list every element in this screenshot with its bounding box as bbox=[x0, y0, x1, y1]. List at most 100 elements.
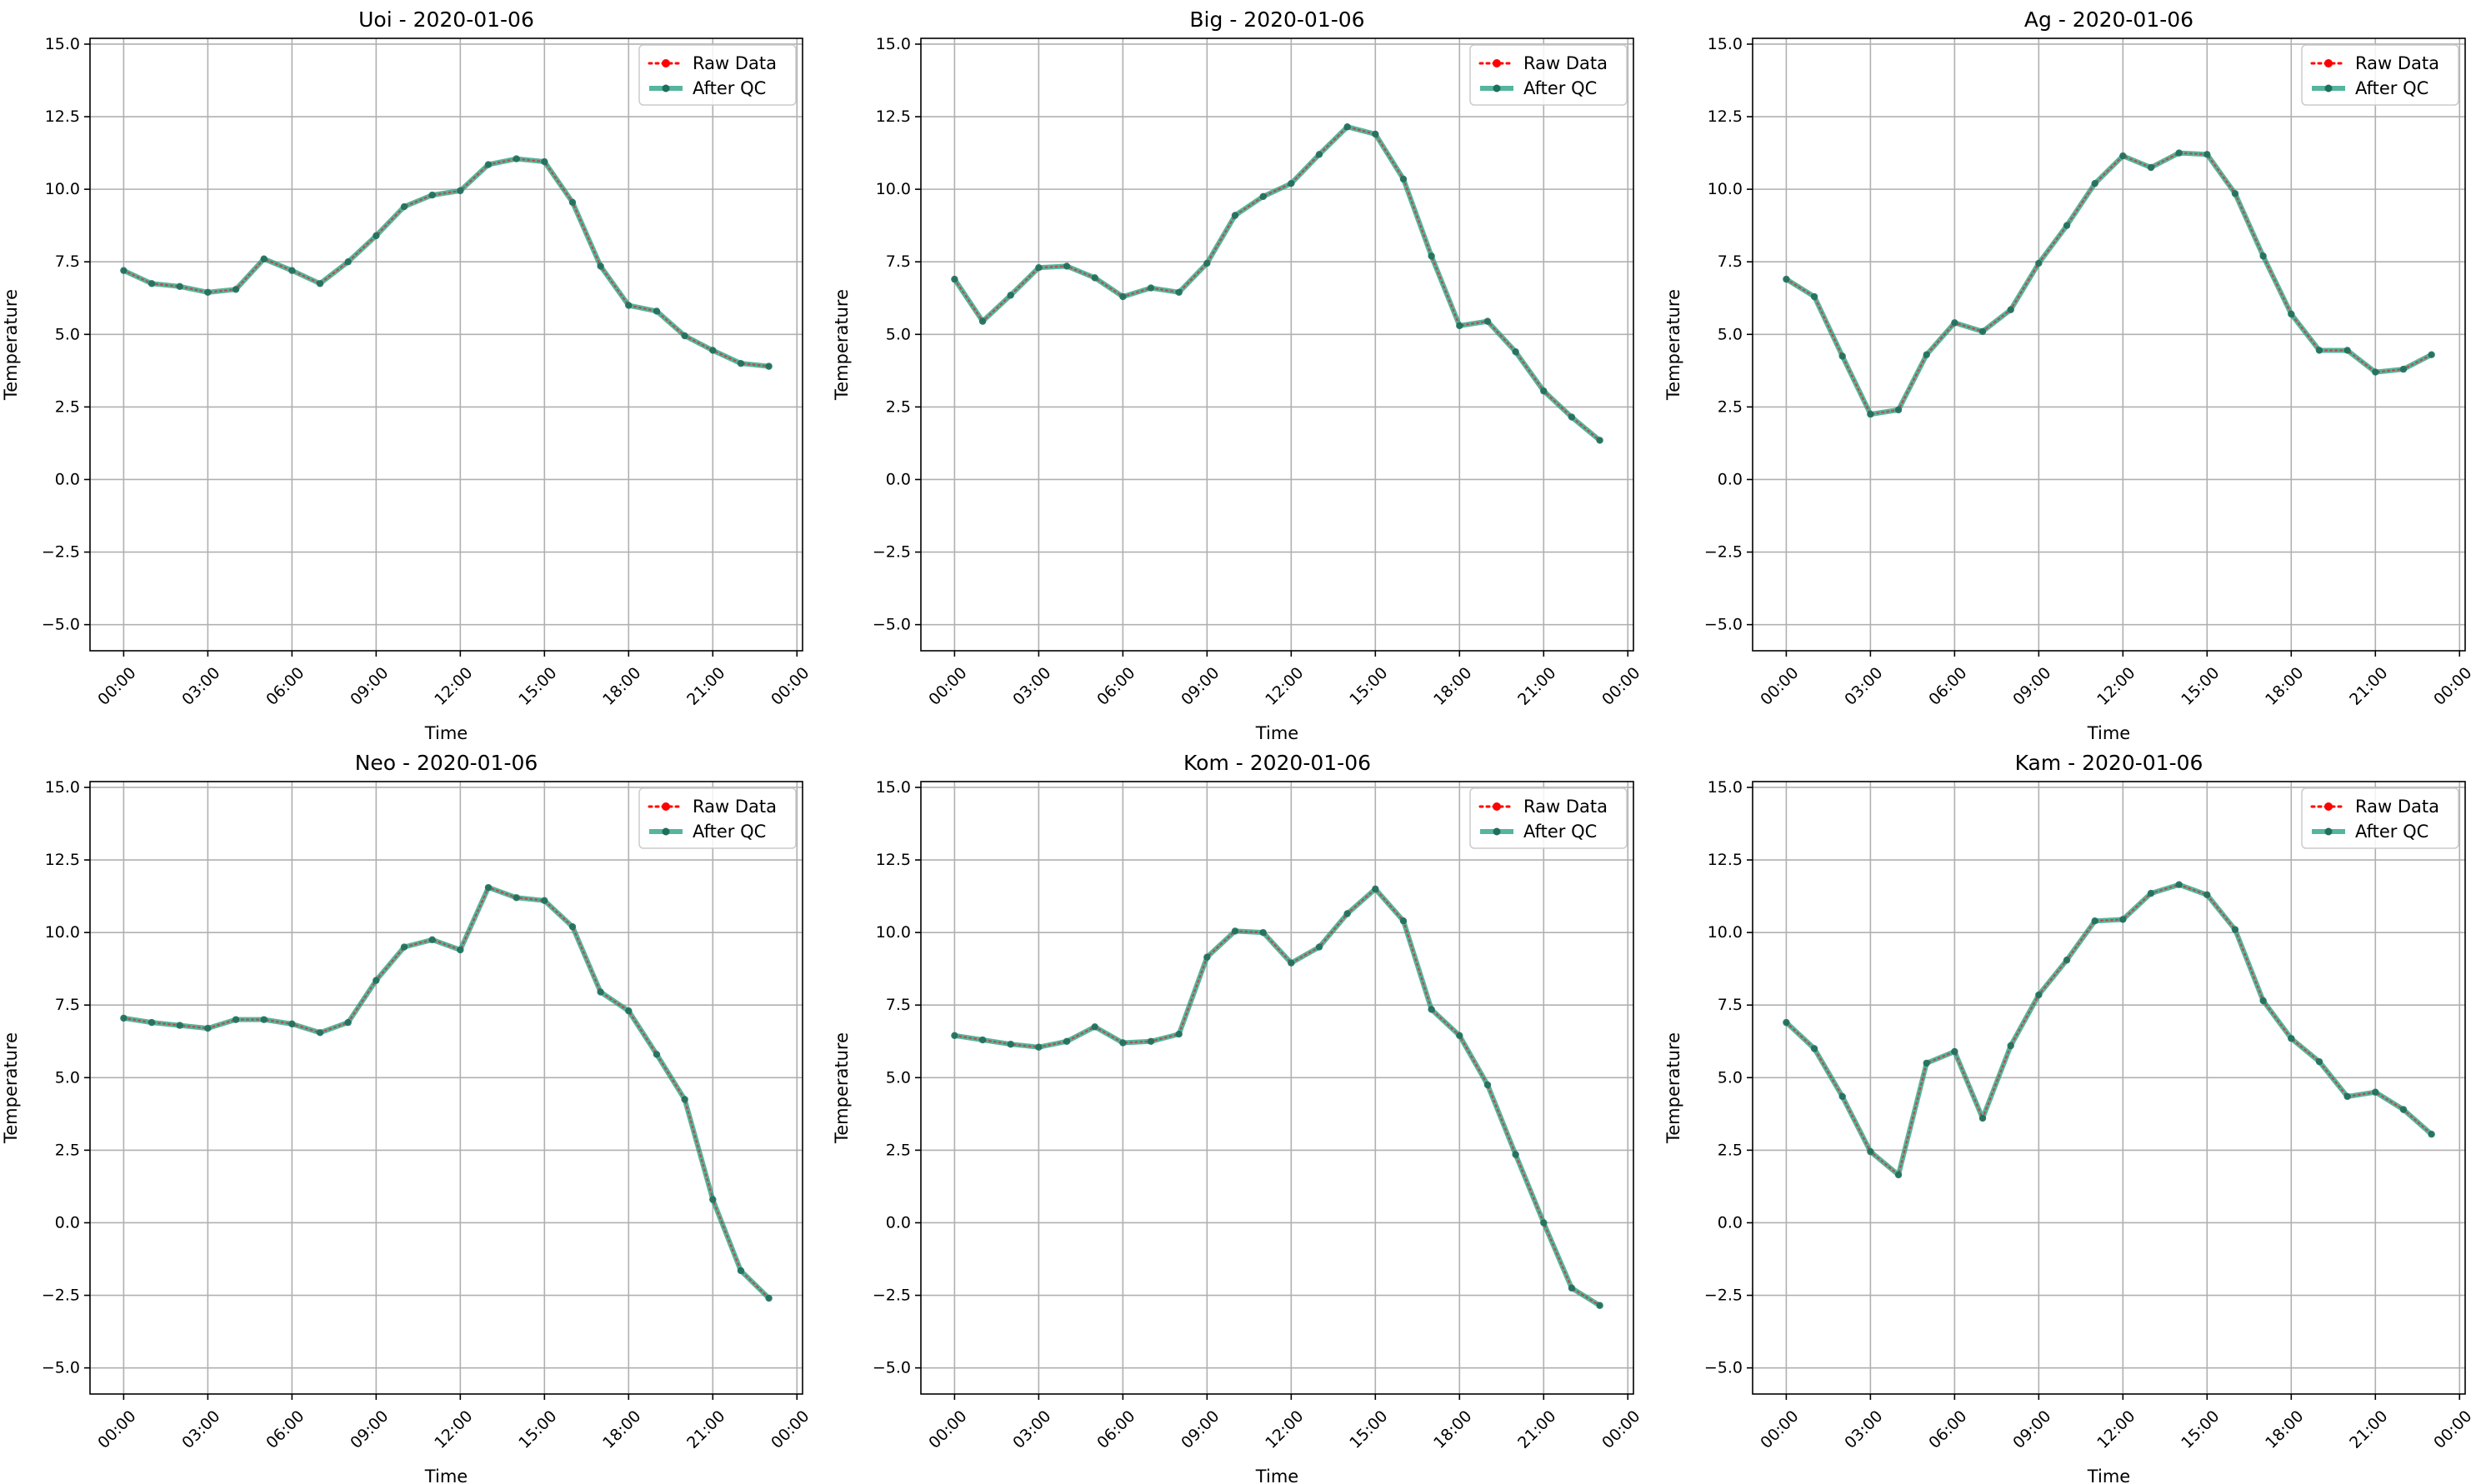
y-tick-label: −5.0 bbox=[873, 616, 911, 634]
y-tick-label: 2.5 bbox=[886, 1141, 911, 1159]
x-tick-label: 09:00 bbox=[347, 1407, 392, 1452]
data-point-after-qc bbox=[1231, 212, 1239, 219]
y-tick-label: 5.0 bbox=[55, 1068, 80, 1087]
data-point-after-qc bbox=[1894, 1171, 1903, 1179]
data-point-after-qc bbox=[2372, 368, 2379, 376]
y-tick-label: 15.0 bbox=[45, 35, 80, 53]
chart-panel-0: Uoi - 2020-01-06 00:00 03:00 06:00 09:00 12:0… bbox=[1, 7, 813, 743]
data-point-after-qc bbox=[2091, 179, 2098, 187]
y-tick-label: 2.5 bbox=[1718, 397, 1743, 416]
legend-marker-after-qc bbox=[662, 84, 670, 92]
y-tick-label: 0.0 bbox=[1718, 470, 1743, 488]
y-tick-label: 12.5 bbox=[1708, 107, 1743, 126]
data-point-after-qc bbox=[148, 1018, 156, 1027]
x-tick-label: 15:00 bbox=[1346, 664, 1391, 709]
data-point-after-qc bbox=[1399, 175, 1408, 183]
data-point-after-qc bbox=[1568, 413, 1576, 421]
plot-frame bbox=[89, 781, 803, 1395]
x-tick-label: 21:00 bbox=[2346, 664, 2391, 709]
legend-marker-raw-data bbox=[2324, 802, 2333, 811]
data-point-after-qc bbox=[1512, 348, 1519, 356]
data-point-after-qc bbox=[2231, 926, 2239, 933]
data-point-after-qc bbox=[148, 280, 156, 287]
data-point-after-qc bbox=[2007, 306, 2014, 313]
data-point-after-qc bbox=[204, 1024, 212, 1032]
y-tick-label: −5.0 bbox=[1704, 616, 1743, 634]
data-point-after-qc bbox=[1867, 1147, 1874, 1156]
plot-frame bbox=[920, 37, 1634, 652]
x-tick-label: 06:00 bbox=[263, 1407, 308, 1452]
y-tick-label: −5.0 bbox=[42, 1359, 80, 1377]
data-point-after-qc bbox=[2063, 222, 2071, 229]
data-point-after-qc bbox=[373, 232, 380, 240]
x-tick-label: 12:00 bbox=[431, 1407, 476, 1452]
data-point-after-qc bbox=[1540, 1219, 1548, 1227]
series-line-raw-data bbox=[123, 886, 770, 1300]
data-point-after-qc bbox=[2288, 310, 2295, 318]
data-point-after-qc bbox=[2091, 917, 2098, 925]
data-point-after-qc bbox=[2035, 991, 2043, 999]
data-point-after-qc bbox=[625, 302, 633, 309]
series-line-after-qc bbox=[1783, 150, 2434, 417]
legend-marker-raw-data bbox=[1493, 59, 1501, 67]
legend-marker-raw-data bbox=[1493, 802, 1501, 811]
x-tick-label: 06:00 bbox=[1925, 664, 1970, 709]
data-point-after-qc bbox=[1372, 130, 1379, 138]
legend-marker-raw-data bbox=[662, 802, 670, 811]
data-point-after-qc bbox=[176, 282, 183, 291]
data-point-after-qc bbox=[2288, 1035, 2295, 1042]
x-tick-label: 06:00 bbox=[1093, 1407, 1138, 1452]
x-tick-label: 03:00 bbox=[1009, 664, 1054, 709]
x-tick-label: 00:00 bbox=[94, 664, 139, 709]
data-point-after-qc bbox=[2119, 916, 2127, 923]
x-tick-label: 09:00 bbox=[1178, 664, 1223, 709]
legend-label-after-qc: After QC bbox=[693, 822, 766, 842]
y-tick-label: 15.0 bbox=[1708, 778, 1743, 797]
data-point-after-qc bbox=[1035, 263, 1043, 272]
data-point-after-qc bbox=[400, 202, 408, 211]
data-point-after-qc bbox=[1596, 437, 1603, 444]
data-point-after-qc bbox=[737, 359, 745, 367]
x-tick-label: 18:00 bbox=[2262, 664, 2307, 709]
data-point-after-qc bbox=[1063, 262, 1071, 270]
data-point-after-qc bbox=[2343, 1092, 2351, 1101]
x-tick-label: 03:00 bbox=[178, 1407, 223, 1452]
y-tick-label: 2.5 bbox=[1718, 1141, 1743, 1159]
legend-label-after-qc: After QC bbox=[1523, 78, 1597, 98]
y-tick-label: −2.5 bbox=[873, 543, 911, 562]
data-point-after-qc bbox=[568, 198, 577, 207]
data-point-after-qc bbox=[1951, 1047, 1958, 1056]
x-tick-label: 21:00 bbox=[1514, 1407, 1559, 1452]
data-point-after-qc bbox=[568, 922, 577, 931]
chart-title: Uoi - 2020-01-06 bbox=[358, 7, 534, 32]
y-tick-label: −5.0 bbox=[1704, 1359, 1743, 1377]
x-tick-label: 18:00 bbox=[2262, 1407, 2307, 1452]
x-tick-label: 00:00 bbox=[768, 664, 813, 709]
data-point-after-qc bbox=[513, 155, 520, 162]
legend-marker-after-qc bbox=[1493, 84, 1501, 92]
legend-marker-after-qc bbox=[1493, 827, 1501, 836]
data-point-after-qc bbox=[2259, 997, 2267, 1005]
y-tick-label: 10.0 bbox=[1708, 180, 1743, 198]
data-point-after-qc bbox=[1175, 1030, 1183, 1038]
x-tick-label: 00:00 bbox=[2430, 664, 2475, 709]
x-axis-label: Time bbox=[1255, 723, 1298, 743]
data-point-after-qc bbox=[232, 286, 240, 293]
y-tick-label: 2.5 bbox=[55, 397, 80, 416]
data-point-after-qc bbox=[344, 1018, 352, 1027]
chart-title: Neo - 2020-01-06 bbox=[355, 751, 538, 775]
data-point-after-qc bbox=[541, 157, 548, 166]
x-tick-label: 00:00 bbox=[925, 1407, 970, 1452]
data-point-after-qc bbox=[1568, 1284, 1576, 1292]
plot-frame bbox=[1752, 37, 2466, 652]
chart-title: Kam - 2020-01-06 bbox=[2015, 751, 2203, 775]
data-point-after-qc bbox=[709, 1196, 717, 1203]
data-point-after-qc bbox=[2203, 891, 2211, 899]
y-tick-label: −2.5 bbox=[42, 1287, 80, 1305]
data-point-after-qc bbox=[1810, 1045, 1818, 1052]
x-tick-label: 15:00 bbox=[2178, 664, 2223, 709]
y-axis-label: Temperature bbox=[832, 1032, 852, 1144]
data-point-after-qc bbox=[1399, 917, 1408, 925]
x-tick-label: 12:00 bbox=[1262, 664, 1307, 709]
